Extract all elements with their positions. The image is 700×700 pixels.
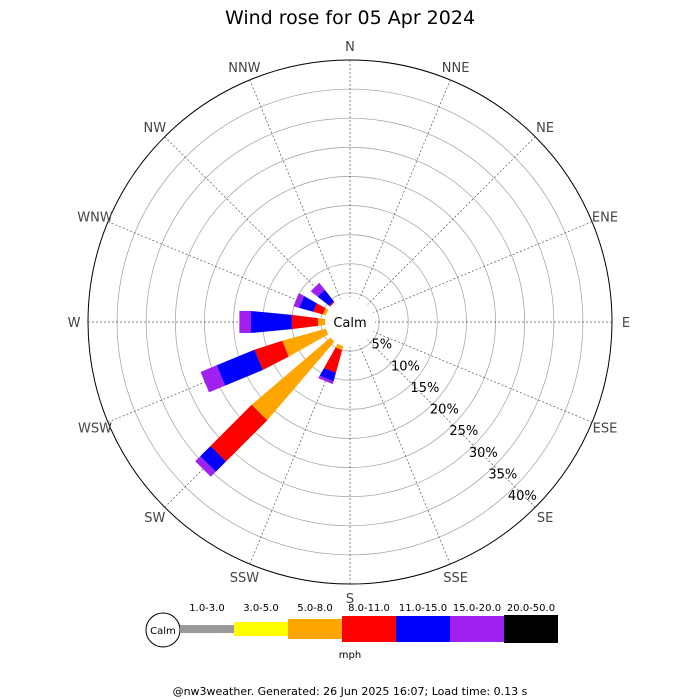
direction-label-wsw: WSW bbox=[78, 422, 112, 437]
ring-label: 25% bbox=[449, 424, 478, 439]
footer-text: @nw3weather. Generated: 26 Jun 2025 16:0… bbox=[173, 685, 528, 698]
speed-legend: Calm mph 1.0-3.0 3.0-5.0 5.0-8.0 8.0-11.0 11… bbox=[145, 603, 558, 661]
direction-label-ssw: SSW bbox=[230, 571, 260, 586]
calm-label: Calm bbox=[333, 316, 366, 331]
petal-w-bin-5 bbox=[239, 311, 252, 333]
legend-swatch-3.0-5.0 bbox=[234, 622, 288, 636]
direction-label-sw: SW bbox=[144, 511, 165, 526]
petal-wnw-bin-4 bbox=[299, 296, 317, 312]
ring-label: 20% bbox=[430, 403, 459, 418]
legend-label-15.0-20.0: 15.0-20.0 bbox=[453, 603, 501, 614]
ring-label: 35% bbox=[488, 467, 517, 482]
direction-label-ese: ESE bbox=[593, 422, 618, 437]
legend-swatch-15.0-20.0 bbox=[450, 616, 504, 642]
direction-label-s: S bbox=[346, 592, 354, 607]
legend-swatch-5.0-8.0 bbox=[288, 619, 342, 639]
legend-label-11.0-15.0: 11.0-15.0 bbox=[399, 603, 447, 614]
ring-label: 40% bbox=[508, 489, 537, 504]
ring-labels: 5% 10% 15% 20% 25% 30% 35% 40% bbox=[371, 338, 536, 504]
legend-unit: mph bbox=[339, 650, 361, 661]
direction-label-nnw: NNW bbox=[228, 61, 260, 76]
calm-circle-fill bbox=[325, 297, 375, 347]
legend-swatch-20.0-50.0 bbox=[504, 615, 558, 643]
petal-nw-bin-5 bbox=[310, 282, 325, 297]
ring-label: 10% bbox=[391, 359, 420, 374]
petal-ssw-bin-5 bbox=[318, 375, 334, 385]
petal-sw-bin-2 bbox=[251, 334, 338, 421]
spoke-ne bbox=[349, 136, 536, 323]
petal-ssw-bin-3 bbox=[324, 347, 343, 373]
legend-swatch-11.0-15.0 bbox=[396, 616, 450, 642]
petal-ssw-bin-4 bbox=[319, 367, 336, 382]
range-ring bbox=[174, 146, 526, 498]
petal-nw-bin-4 bbox=[317, 289, 334, 306]
petal-w-bin-3 bbox=[291, 314, 318, 330]
direction-label-nne: NNE bbox=[442, 61, 470, 76]
petal-w-bin-4 bbox=[251, 311, 292, 333]
petal-wnw-bin-5 bbox=[293, 293, 305, 308]
spoke-ene bbox=[349, 221, 593, 323]
range-ring bbox=[145, 117, 555, 527]
petal-sw-bin-5 bbox=[195, 456, 216, 477]
direction-label-w: W bbox=[68, 316, 81, 331]
legend-label-1.0-3.0: 1.0-3.0 bbox=[189, 603, 224, 614]
direction-label-nw: NW bbox=[144, 121, 167, 136]
ring-label: 30% bbox=[469, 446, 498, 461]
calm-circle: Calm bbox=[325, 297, 375, 347]
spoke-nne bbox=[349, 79, 451, 323]
legend-label-20.0-50.0: 20.0-50.0 bbox=[507, 603, 555, 614]
legend-swatch-1.0-3.0 bbox=[180, 625, 234, 633]
ring-label: 15% bbox=[410, 381, 439, 396]
legend-calm-label: Calm bbox=[150, 626, 176, 637]
direction-label-n: N bbox=[345, 40, 355, 55]
direction-labels: N NNE NE ENE E ESE SE SSE S SSW SW WSW W WNW NW NNW bbox=[68, 40, 631, 607]
petal-wsw-bin-2 bbox=[282, 327, 333, 357]
direction-label-wnw: WNW bbox=[77, 210, 113, 225]
chart-title: Wind rose for 05 Apr 2024 bbox=[225, 7, 475, 29]
legend-label-3.0-5.0: 3.0-5.0 bbox=[243, 603, 278, 614]
direction-label-e: E bbox=[622, 316, 630, 331]
direction-label-ene: ENE bbox=[592, 210, 618, 225]
direction-label-sse: SSE bbox=[443, 571, 468, 586]
petal-wsw-bin-5 bbox=[200, 365, 226, 393]
petal-sw-bin-4 bbox=[200, 445, 227, 472]
petal-wnw-bin-3 bbox=[313, 303, 326, 315]
legend-label-8.0-11.0: 8.0-11.0 bbox=[348, 603, 390, 614]
legend-label-5.0-8.0: 5.0-8.0 bbox=[297, 603, 332, 614]
legend-swatch-8.0-11.0 bbox=[342, 616, 396, 642]
spoke-nnw bbox=[249, 79, 351, 323]
direction-label-se: SE bbox=[537, 511, 553, 526]
petal-wsw-bin-3 bbox=[254, 340, 289, 371]
ring-label: 5% bbox=[371, 338, 392, 353]
petal-sw-bin-3 bbox=[210, 404, 268, 462]
petal-wsw-bin-4 bbox=[216, 349, 263, 386]
direction-label-ne: NE bbox=[536, 121, 554, 136]
